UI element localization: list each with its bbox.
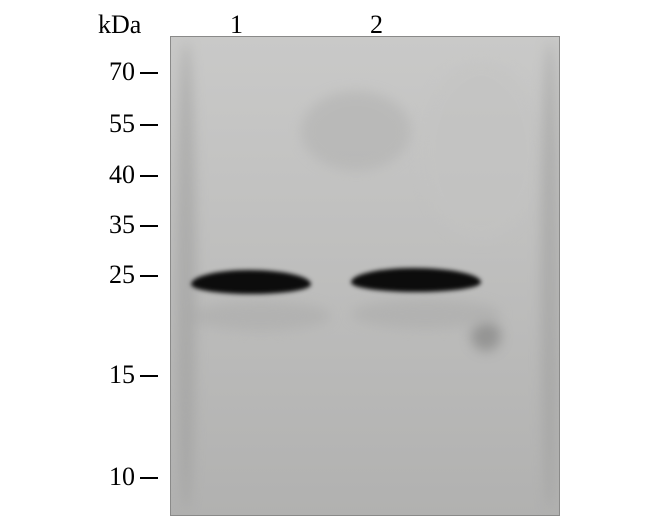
- protein-band: [191, 270, 311, 294]
- marker-label: 10: [95, 462, 135, 492]
- marker-label: 15: [95, 360, 135, 390]
- marker-tick: [140, 375, 158, 377]
- blot-membrane: [170, 36, 560, 516]
- marker-tick: [140, 175, 158, 177]
- marker-label: 25: [95, 260, 135, 290]
- blot-smudge: [471, 321, 501, 351]
- blot-smudge: [191, 301, 331, 331]
- western-blot-figure: kDa 1 2 70 55 40 35 25 15 10: [0, 0, 650, 520]
- blot-smudge: [541, 41, 559, 511]
- marker-tick: [140, 72, 158, 74]
- marker-tick: [140, 225, 158, 227]
- marker-label: 70: [95, 57, 135, 87]
- blot-smudge: [351, 299, 501, 329]
- marker-tick: [140, 124, 158, 126]
- blot-smudge: [301, 91, 411, 171]
- marker-label: 40: [95, 160, 135, 190]
- marker-label: 35: [95, 210, 135, 240]
- axis-label-kda: kDa: [98, 10, 141, 40]
- blot-smudge: [176, 41, 196, 511]
- protein-band: [351, 268, 481, 292]
- marker-tick: [140, 275, 158, 277]
- marker-label: 55: [95, 109, 135, 139]
- marker-tick: [140, 477, 158, 479]
- blot-smudge: [421, 61, 541, 241]
